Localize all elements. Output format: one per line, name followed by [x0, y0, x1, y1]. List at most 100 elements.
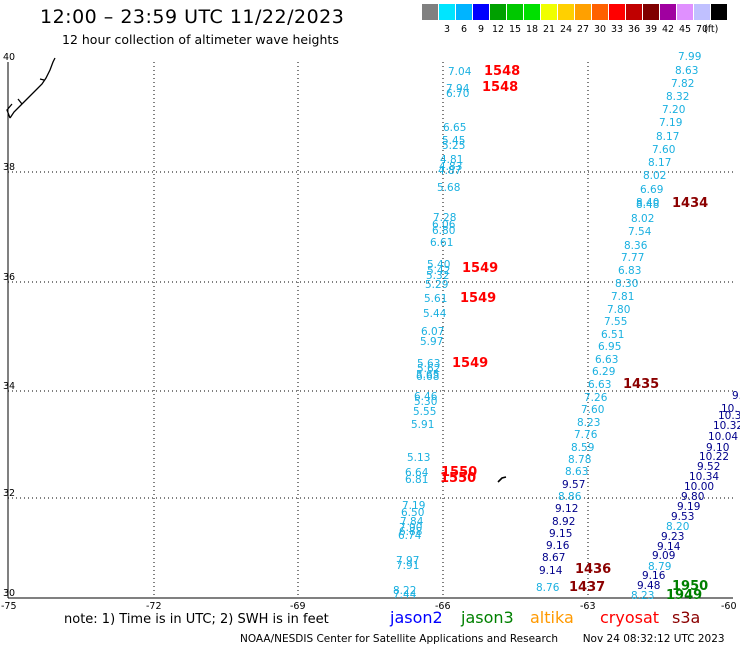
- scale-swatch: [473, 4, 489, 20]
- wave-height-value: 5.65: [416, 369, 440, 381]
- wave-height-value: 6.68: [416, 371, 440, 383]
- wave-height-value: 10.3: [718, 410, 740, 422]
- pass-time-label: 1950: [672, 579, 709, 594]
- map-title: 12:00 – 23:59 UTC 11/22/2023: [40, 6, 345, 28]
- wave-height-value: 8.17: [648, 157, 672, 169]
- scale-swatch: [439, 4, 455, 20]
- wave-height-value: 4.87: [438, 165, 462, 177]
- wave-height-value: 10.32: [713, 420, 740, 432]
- wave-height-value: 7.04: [448, 66, 472, 78]
- scale-swatch: [660, 4, 676, 20]
- pass-time-label: 1437: [569, 580, 606, 595]
- wave-height-value: 5.62: [417, 363, 441, 375]
- wave-height-value: 7.82: [671, 78, 695, 90]
- scale-swatch: [422, 4, 438, 20]
- wave-height-value: 7.94: [446, 83, 470, 95]
- scale-swatch: [677, 4, 693, 20]
- wave-height-value: 10.00: [684, 481, 715, 493]
- wave-height-value: 8.36: [624, 240, 648, 252]
- legend-jason2: jason2: [390, 608, 443, 627]
- wave-height-value: 10.22: [699, 451, 730, 463]
- map-subtitle: 12 hour collection of altimeter wave hei…: [62, 32, 339, 47]
- scale-swatch: [524, 4, 540, 20]
- pass-time-label: 1548: [482, 80, 519, 95]
- scale-tick-label: 9: [477, 24, 485, 35]
- wave-height-value: 9.14: [657, 541, 681, 553]
- wave-height-value: 7.77: [621, 252, 645, 264]
- wave-height-value: 7.54: [628, 226, 652, 238]
- scale-swatch: [711, 4, 727, 20]
- wave-height-value: 9.15: [549, 528, 573, 540]
- wave-height-value: 6.70: [446, 88, 470, 100]
- pass-time-label: 1550: [440, 471, 477, 486]
- wave-height-value: 8.67: [542, 552, 566, 564]
- wave-height-value: 7.97: [396, 555, 420, 567]
- wave-height-value: 9.19: [677, 501, 701, 513]
- wave-height-value: 8.63: [675, 65, 699, 77]
- wave-height-value: 6.63: [588, 379, 612, 391]
- wave-height-value: 9.52: [697, 461, 721, 473]
- lon-label: -63: [580, 601, 596, 612]
- wave-height-value: 8.22: [393, 585, 417, 597]
- wave-height-value: 9.: [732, 390, 740, 402]
- pass-time-label: 1435: [623, 377, 660, 392]
- wave-height-value: 7.60: [652, 144, 676, 156]
- wave-height-value: 5.25: [442, 140, 466, 152]
- wave-height-value: 8.63: [565, 466, 589, 478]
- wave-height-value: 5.42: [427, 265, 451, 277]
- scale-unit-label: (ft): [704, 24, 719, 35]
- wave-height-value: 5.45: [442, 135, 466, 147]
- wave-height-value: 7.76: [574, 429, 598, 441]
- coastline-nova-scotia: [6, 57, 56, 119]
- wave-height-value: 5.55: [413, 406, 437, 418]
- wave-height-value: 5.97: [420, 336, 444, 348]
- wave-height-value: 7.80: [607, 304, 631, 316]
- pass-time-label: 1434: [672, 196, 709, 211]
- wave-height-value: 8.48: [636, 199, 660, 211]
- wave-height-value: 8.20: [666, 521, 690, 533]
- wave-height-value: 8.92: [552, 516, 576, 528]
- wave-height-value: 5.44: [423, 308, 447, 320]
- wave-height-value: 9.16: [642, 570, 666, 582]
- generated-timestamp: Nov 24 08:32:12 UTC 2023: [582, 633, 725, 645]
- pass-time-label: 1549: [460, 291, 497, 306]
- wave-height-value: 7.19: [402, 500, 426, 512]
- wave-height-value: 6.06: [432, 219, 456, 231]
- wave-height-value: 9.16: [546, 540, 570, 552]
- bermuda-island: [497, 476, 507, 483]
- scale-tick-label: 12: [491, 24, 505, 35]
- wave-height-value: 7.60: [581, 404, 605, 416]
- wave-height-value: 5.32: [426, 270, 450, 282]
- wave-height-value: 7.28: [433, 212, 457, 224]
- wave-height-value: 9.14: [539, 565, 563, 577]
- wave-height-value: 6.65: [443, 122, 467, 134]
- lat-label: 36: [3, 272, 16, 283]
- lat-label: 38: [3, 162, 16, 173]
- wave-height-value: 7.91: [396, 560, 420, 572]
- wave-height-value: 7.99: [678, 51, 702, 63]
- wave-height-value: 8.59: [571, 442, 595, 454]
- wave-height-value: 5.29: [425, 279, 449, 291]
- wave-height-value: 7.44: [393, 589, 417, 601]
- wave-height-value: 6.29: [592, 366, 616, 378]
- lon-label: -75: [1, 601, 17, 612]
- wave-height-value: 6.64: [405, 467, 429, 479]
- scale-swatch: [456, 4, 472, 20]
- legend-jason3: jason3: [461, 608, 514, 627]
- scale-tick-label: 33: [610, 24, 624, 35]
- scale-tick-label: 3: [443, 24, 451, 35]
- wave-height-value: 4.81: [440, 154, 464, 166]
- wave-height-value: 8.02: [631, 213, 655, 225]
- wave-height-value: 6.80: [432, 225, 456, 237]
- pass-time-label: 1549: [452, 356, 489, 371]
- wave-height-value: 9.23: [661, 531, 685, 543]
- scale-swatch: [490, 4, 506, 20]
- credit-text: NOAA/NESDIS Center for Satellite Applica…: [240, 633, 558, 645]
- scale-tick-label: 36: [627, 24, 641, 35]
- scale-swatch: [541, 4, 557, 20]
- scale-swatch: [643, 4, 659, 20]
- wave-height-value: 6.74: [398, 530, 422, 542]
- wave-height-value: 9.09: [652, 550, 676, 562]
